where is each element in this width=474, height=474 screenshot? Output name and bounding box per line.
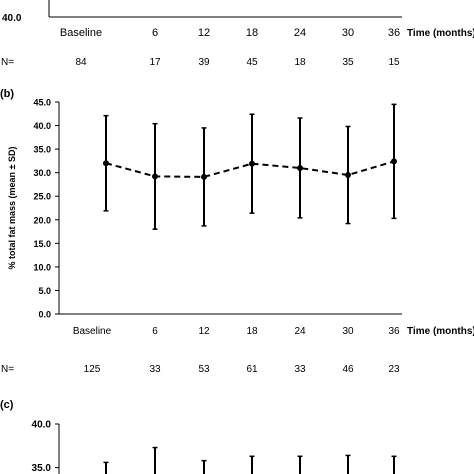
panel-a-n-value: 15: [388, 57, 400, 68]
panel-b-label: (b): [0, 88, 14, 100]
panel-b-y-tick-label: 0.0: [38, 310, 51, 320]
panel-b-data-point: [297, 164, 303, 171]
panel-b-y-tick-label: 5.0: [38, 286, 51, 296]
panel-b-n-value: 61: [246, 364, 258, 375]
panel-b-data-point: [152, 173, 158, 180]
panel-b-data-point: [103, 160, 109, 167]
panel-a-n-value: 18: [294, 57, 306, 68]
panel-b-points: [103, 158, 397, 180]
panel-a-category-label: Baseline: [60, 27, 102, 39]
panel-b-y-tick-label: 25.0: [33, 192, 51, 202]
panel-b-y-tick-label: 45.0: [33, 98, 51, 108]
panel-b-y-tick-label: 10.0: [33, 262, 51, 272]
panel-b-error-bars: [103, 103, 397, 230]
panel-c-y-tick-label: 40.0: [32, 420, 52, 431]
panel-b-y-axis-label: % total fat mass (mean ± SD): [7, 147, 17, 270]
panel-a-n-value: 39: [198, 57, 210, 68]
panel-b-y-tick-label: 40.0: [33, 121, 51, 131]
panel-a-n-value: 84: [75, 57, 87, 68]
panel-a-category-label: 6: [152, 27, 158, 39]
panel-b-category-label: 6: [152, 326, 158, 337]
panel-a-category-label: 24: [294, 27, 306, 39]
panel-b-data-point: [249, 160, 255, 167]
panel-b-n-label: N=: [1, 364, 14, 375]
panel-b-data-point: [391, 158, 397, 165]
panel-b-y-tick-label: 30.0: [33, 168, 51, 178]
panel-a-category-labels: Baseline 6 12 18 24 30 36: [60, 27, 400, 39]
panel-c: (c) 35.0 40.0: [0, 399, 397, 474]
panel-b-category-label: 30: [342, 326, 354, 337]
panel-b-n-value: 125: [84, 364, 101, 375]
panel-b-n-value: 46: [342, 364, 354, 375]
panel-b-category-label: 36: [388, 326, 400, 337]
panel-a-y-tick-label: 40.0: [2, 13, 22, 24]
panel-c-y-ticks: 35.0 40.0: [32, 420, 59, 474]
panel-c-label: (c): [0, 399, 14, 411]
panel-b-data-point: [201, 173, 207, 180]
panel-b-y-ticks: 0.0 5.0 10.0 15.0 20.0 25.0 30.0 35.0 40.0 45.0: [33, 98, 59, 320]
panel-a-n-value: 45: [246, 57, 258, 68]
panel-b-category-label: 24: [294, 326, 306, 337]
panel-b-n-values: 125 33 53 61 33 46 23: [84, 364, 400, 375]
panel-a-n-value: 17: [149, 57, 161, 68]
panel-b-y-tick-label: 15.0: [33, 239, 51, 249]
panel-c-y-tick-label: 35.0: [32, 463, 52, 474]
panel-b-category-label: Baseline: [73, 326, 112, 337]
panel-b-x-axis-label: Time (months): [407, 326, 474, 337]
panel-c-error-bars: [103, 446, 397, 474]
panel-a: 40.0 Baseline 6 12 18 24 30 36 Time (months) N…: [1, 0, 474, 68]
panel-b-n-value: 33: [149, 364, 161, 375]
panel-a-n-values: 84 17 39 45 18 35 15: [75, 57, 400, 68]
panel-a-x-axis-label: Time (months): [407, 28, 474, 39]
panel-a-n-value: 35: [342, 57, 354, 68]
panel-a-category-label: 12: [198, 27, 210, 39]
panel-b-y-tick-label: 20.0: [33, 215, 51, 225]
panel-b-category-labels: Baseline 6 12 18 24 30 36: [73, 326, 400, 337]
panel-b-n-value: 23: [388, 364, 400, 375]
panel-b-category-label: 12: [198, 326, 210, 337]
panel-b: (b) % total fat mass (mean ± SD) 0.0 5.0 1…: [0, 88, 474, 375]
panel-a-category-label: 30: [342, 27, 354, 39]
panel-b-y-tick-label: 35.0: [33, 145, 51, 155]
panel-b-n-value: 53: [198, 364, 210, 375]
panel-b-data-point: [345, 172, 351, 179]
panel-b-category-label: 18: [246, 326, 258, 337]
panel-a-category-label: 36: [388, 27, 400, 39]
panel-a-category-label: 18: [246, 27, 258, 39]
panel-b-n-value: 33: [294, 364, 306, 375]
panel-a-n-label: N=: [1, 57, 14, 68]
